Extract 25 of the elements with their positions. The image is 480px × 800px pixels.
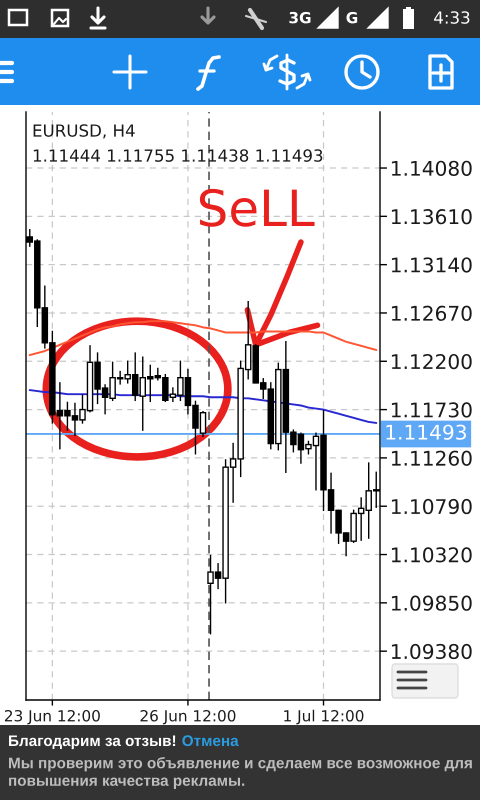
y-tick-label: 1.12200: [392, 354, 472, 370]
y-tick-label: 1.09850: [392, 596, 472, 611]
x-tick-label: 26 Jun 12:00: [140, 710, 236, 724]
y-tick-label: 1.13140: [392, 257, 472, 273]
text: EURUSD, H4: [34, 124, 135, 139]
text: G: [346, 12, 358, 24]
text: Мы проверим это объявление и сделаем все возможное для повышения качества рекламы.: [9, 757, 472, 789]
text: 3G: [289, 12, 310, 24]
x-tick-label: 1 Jul 12:00: [284, 710, 364, 724]
y-tick-label: 1.10790: [392, 498, 472, 514]
annotation: SeLL: [200, 188, 315, 227]
y-tick-label: 1.12670: [392, 306, 472, 321]
x-tick-label: 23 Jun 12:00: [4, 710, 100, 724]
y-tick-label: 1.09380: [392, 644, 472, 660]
text: 4:33: [434, 11, 470, 24]
text: Благодарим за отзыв!: [9, 735, 176, 750]
line-series: [28, 320, 378, 356]
y-tick-label: 1.14080: [392, 160, 472, 176]
y-tick-label: 1.11730: [392, 402, 472, 418]
y-tick-label: 1.10320: [392, 547, 472, 562]
text: 1.11444 1.11755 1.11438 1.11493: [34, 149, 322, 162]
y-tick-label: 1.13610: [392, 209, 472, 224]
ref-line-label: 1.11493: [386, 424, 466, 440]
y-tick-label: 1.11260: [392, 450, 472, 466]
text: Отмена: [182, 735, 239, 746]
